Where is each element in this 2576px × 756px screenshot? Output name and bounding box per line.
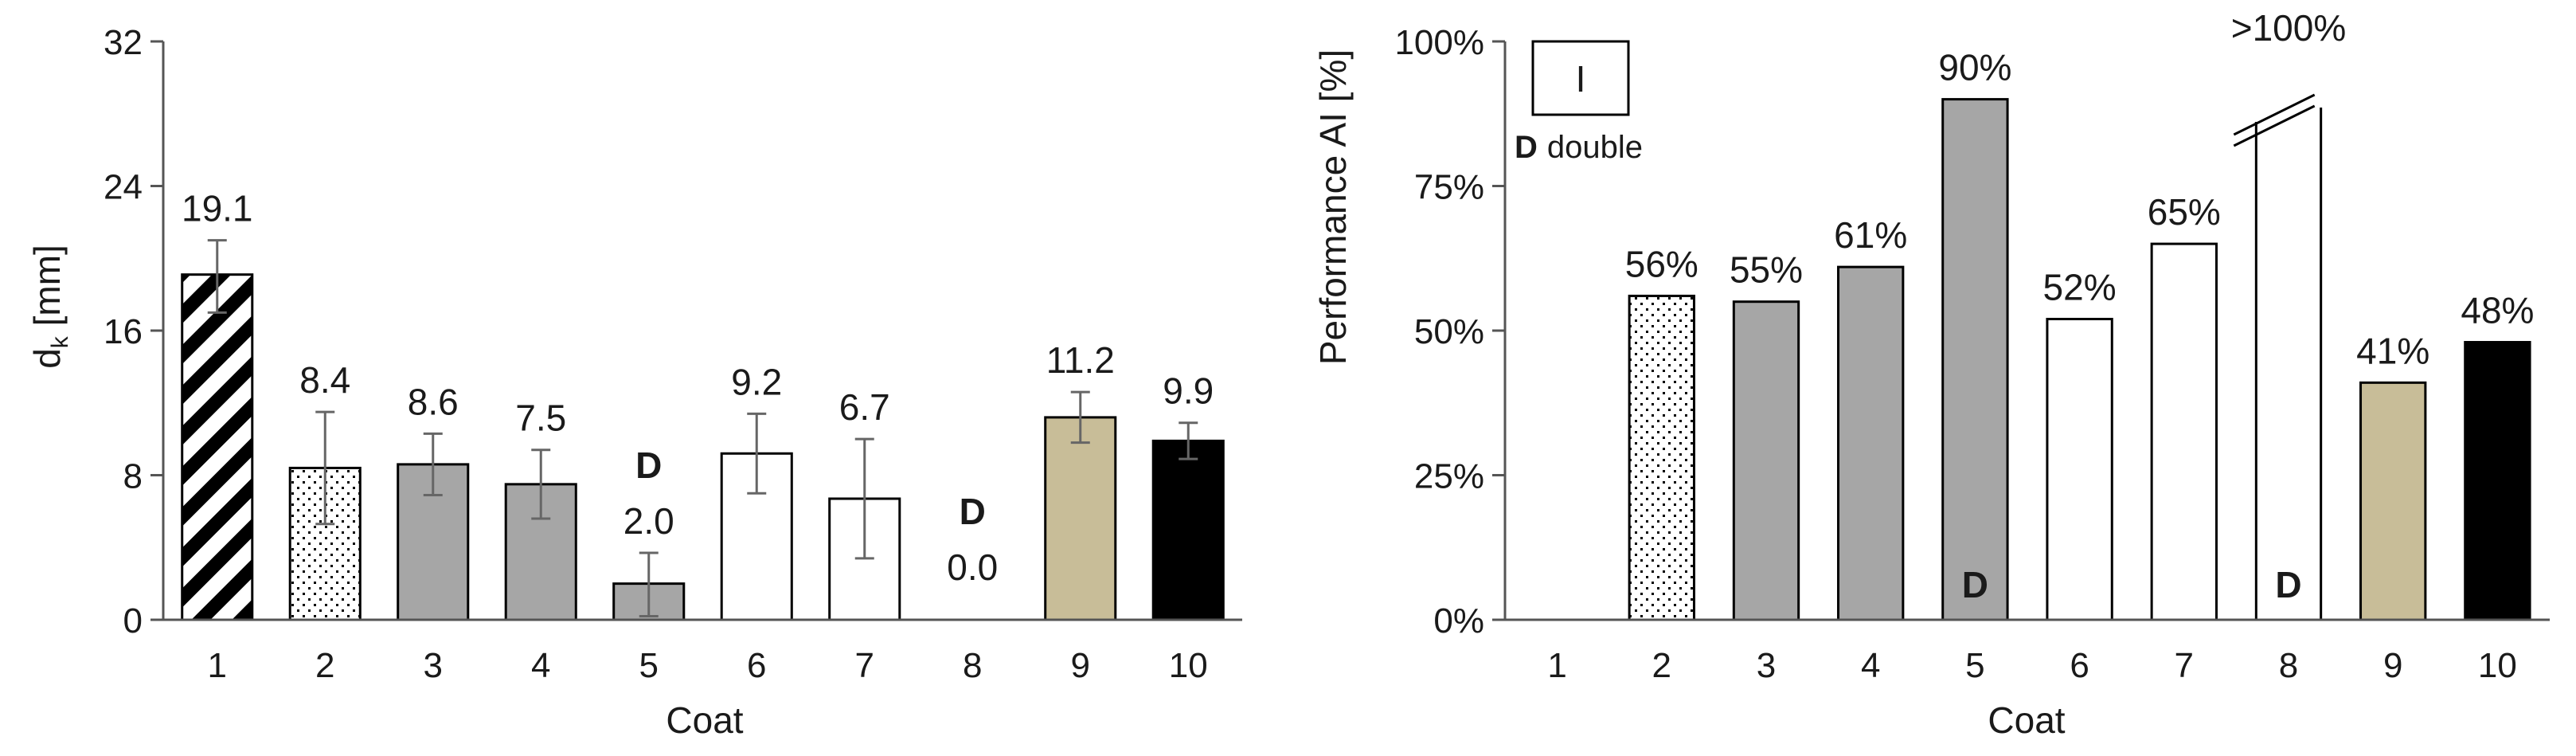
dk-x-tick-label: 5	[639, 646, 659, 685]
dk-y-axis-title-unit: [mm]	[26, 245, 68, 336]
dk-error-bar	[423, 432, 443, 496]
performance-data-label: 61%	[1834, 214, 1907, 256]
performance-x-tick-label: 3	[1757, 646, 1776, 685]
legend-box-label: I	[1576, 58, 1586, 100]
dk-data-label: 8.6	[408, 381, 459, 422]
chart-performance: 56% 55%61%90%D52%65%>100%D41%48% 0%25%50%…	[1312, 7, 2550, 741]
dk-x-axis-ticks: 1 2 3 4 5 6 7 8 9 10	[163, 618, 1242, 685]
dk-data-label: 6.7	[839, 386, 890, 428]
dk-x-tick-label: 9	[1071, 646, 1090, 685]
dk-x-tick-label: 1	[208, 646, 227, 685]
dk-y-tick-label: 32	[104, 23, 143, 62]
performance-x-axis-title: Coat	[1988, 699, 2065, 741]
performance-x-tick-label: 4	[1861, 646, 1880, 685]
performance-data-label: >100%	[2231, 7, 2347, 49]
performance-bar-outline	[2254, 108, 2323, 621]
dk-y-axis-title-subscript: k	[47, 335, 73, 348]
performance-bar	[1732, 300, 1800, 621]
dk-x-tick-label: 10	[1169, 646, 1208, 685]
dk-error-bar	[1070, 390, 1090, 445]
dk-error-bar	[531, 449, 551, 520]
performance-data-label: 65%	[2148, 191, 2221, 233]
performance-bar	[2046, 317, 2113, 621]
dk-error-bar	[747, 412, 767, 495]
performance-data-label: 41%	[2356, 330, 2429, 371]
performance-y-axis-ticks: 0% 25% 50% 75% 100%	[1394, 23, 1507, 640]
performance-x-tick-label: 8	[2279, 646, 2298, 685]
dk-data-label: 2.0	[623, 500, 674, 542]
dk-y-tick-label: 8	[123, 457, 143, 496]
legend-marker-description: double	[1547, 130, 1643, 165]
performance-bar	[2150, 242, 2218, 621]
dk-marker-label: D	[960, 491, 986, 532]
dk-x-tick-label: 8	[963, 646, 982, 685]
performance-axis-break-line	[2233, 93, 2316, 136]
dk-error-bar	[854, 437, 874, 560]
dk-bar	[181, 273, 254, 621]
performance-x-tick-label: 10	[2478, 646, 2517, 685]
performance-data-label: 52%	[2043, 266, 2117, 307]
performance-bar	[2464, 341, 2531, 621]
dk-x-tick-label: 4	[531, 646, 550, 685]
dk-data-label: 9.9	[1163, 370, 1214, 412]
performance-bars-group: 56% 55% 61% 90% D 52% 65% >100% D 41% 48%	[1625, 7, 2534, 621]
dk-x-tick-label: 6	[747, 646, 766, 685]
dk-bar	[1151, 439, 1225, 621]
dk-bars-group: 19.1 8.4 8.6 7.5 2.0 D 9.2 6.7 0.0 D 11.2 9.9	[181, 188, 1225, 621]
performance-x-tick-label: 2	[1652, 646, 1671, 685]
dk-y-tick-label: 16	[104, 312, 143, 351]
performance-x-tick-label: 1	[1547, 646, 1566, 685]
dk-bar	[1044, 416, 1117, 621]
dk-data-label: 19.1	[182, 188, 253, 229]
dk-x-tick-label: 3	[424, 646, 443, 685]
performance-axis-break-line	[2233, 104, 2316, 147]
dk-y-axis-ticks: 0 8 16 24 32	[104, 23, 165, 640]
performance-bar	[1628, 294, 1695, 621]
dk-data-label: 11.2	[1046, 339, 1115, 381]
dk-marker-label: D	[635, 445, 662, 486]
performance-x-tick-label: 9	[2383, 646, 2402, 685]
dk-error-bar	[639, 551, 659, 617]
performance-x-tick-label: 7	[2175, 646, 2194, 685]
dk-y-tick-label: 0	[123, 601, 143, 640]
performance-data-label: 55%	[1730, 249, 1803, 291]
performance-bar	[1837, 265, 1905, 621]
dk-data-label: 7.5	[515, 398, 566, 439]
performance-bar	[1941, 98, 2009, 621]
performance-y-tick-label: 0%	[1433, 601, 1484, 640]
dk-y-axis-title: dk [mm]	[26, 245, 73, 369]
performance-data-label: 90%	[1938, 47, 2011, 88]
dk-error-bar	[207, 239, 227, 314]
dk-x-tick-label: 7	[855, 646, 874, 685]
dk-data-label: 0.0	[947, 546, 998, 588]
dk-data-label: 8.4	[299, 359, 350, 401]
legend-box	[1531, 40, 1630, 116]
dk-error-bar	[315, 410, 335, 526]
dk-y-axis-title-main: d	[26, 348, 68, 369]
legend-marker-symbol: D	[1515, 130, 1538, 165]
performance-data-label: 48%	[2461, 290, 2534, 331]
performance-data-label: 56%	[1625, 243, 1698, 284]
dk-x-axis-title: Coat	[666, 699, 743, 741]
performance-y-axis-title: Performance AI [%]	[1312, 49, 1354, 365]
performance-x-axis-ticks: 1 2 3 4 5 6 7 8 9 10	[1505, 618, 2550, 685]
performance-bar	[2233, 93, 2323, 621]
performance-y-tick-label: 100%	[1394, 23, 1484, 62]
performance-bar	[2359, 381, 2427, 621]
dk-data-label: 9.2	[731, 361, 782, 402]
dk-error-bar	[1179, 421, 1198, 460]
performance-x-tick-label: 6	[2070, 646, 2089, 685]
performance-marker-label: D	[2275, 564, 2301, 605]
dk-x-tick-label: 2	[315, 646, 334, 685]
performance-y-tick-label: 75%	[1414, 168, 1484, 207]
performance-marker-label: D	[1962, 564, 1988, 605]
performance-x-tick-label: 5	[1965, 646, 1984, 685]
performance-y-tick-label: 50%	[1414, 312, 1484, 351]
dk-y-tick-label: 24	[104, 168, 143, 207]
performance-y-tick-label: 25%	[1414, 457, 1484, 496]
